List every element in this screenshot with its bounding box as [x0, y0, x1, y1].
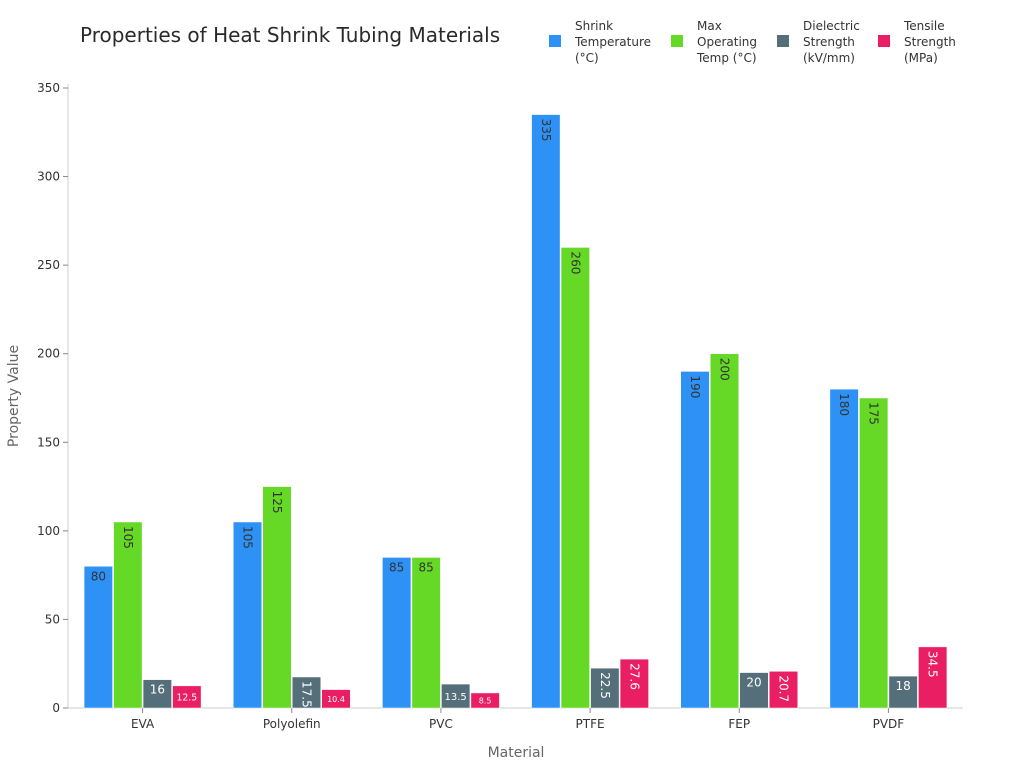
legend-label: Temperature: [574, 35, 651, 49]
bar: [411, 557, 441, 709]
data-label: 27.6: [627, 663, 641, 690]
bar: [441, 683, 471, 709]
bar: [83, 566, 113, 709]
data-label: 200: [718, 358, 732, 381]
bar: [233, 521, 262, 709]
data-label: 190: [688, 375, 702, 398]
legend-label: Strength: [904, 35, 956, 49]
legend-label: Strength: [803, 35, 855, 49]
data-label: 34.5: [926, 651, 940, 678]
legend-label: Temp (°C): [696, 51, 757, 65]
y-tick-label: 0: [52, 701, 60, 715]
data-label: 125: [270, 491, 284, 514]
legend: Shrink Temperature (°C) Max Operating Temp (°…: [549, 19, 956, 65]
legend-swatch: [777, 35, 789, 47]
y-tick-label: 100: [37, 524, 60, 538]
data-label: 85: [419, 560, 434, 574]
data-label: 16: [150, 683, 165, 697]
y-tick-label: 350: [37, 81, 60, 95]
data-label: 8.5: [479, 696, 492, 705]
legend-swatch: [671, 35, 683, 47]
bar: [888, 675, 918, 709]
data-label: 105: [241, 526, 255, 549]
bar: [739, 672, 769, 709]
data-label: 175: [867, 402, 881, 425]
y-tick-label: 50: [45, 612, 60, 626]
bar: [382, 557, 412, 709]
bars: 80 105 16 12.5 105 125 17.5 10.4 85 85 13.5 8.5 335 2…: [83, 114, 948, 709]
data-label: 180: [837, 393, 851, 416]
bar: [680, 371, 710, 709]
legend-label: (MPa): [904, 51, 938, 65]
bar: [142, 679, 172, 709]
legend-label: Tensile: [903, 19, 945, 33]
bar: [710, 353, 739, 709]
axes: 0 50 100 150 200 250 300 350 EVA Polyolefin PVC PTF…: [37, 81, 963, 731]
bar: [172, 685, 202, 709]
legend-label: Dielectric: [803, 19, 860, 33]
bar: [769, 671, 798, 709]
data-label: 13.5: [445, 692, 467, 703]
bar: [262, 486, 292, 709]
bar: [560, 247, 590, 709]
y-tick-label: 150: [37, 435, 60, 449]
legend-label: Shrink: [575, 19, 613, 33]
data-label: 18: [896, 679, 911, 693]
x-tick-label: PTFE: [576, 717, 605, 731]
x-tick-label: FEP: [728, 717, 750, 731]
y-tick-label: 300: [37, 170, 60, 184]
legend-swatch: [878, 35, 890, 47]
bar: [113, 521, 143, 709]
bar: [470, 692, 500, 709]
bar: [619, 658, 649, 709]
legend-swatch: [549, 35, 561, 47]
y-tick-label: 200: [37, 347, 60, 361]
legend-label: (°C): [575, 51, 599, 65]
legend-label: Max: [697, 19, 722, 33]
bar: [321, 689, 351, 709]
data-label: 12.5: [176, 693, 197, 704]
x-tick-label: EVA: [131, 717, 155, 731]
bar: [829, 388, 859, 709]
data-label: 335: [539, 119, 553, 142]
bar: [590, 667, 620, 709]
bar: [292, 676, 321, 709]
bar: [531, 114, 561, 709]
chart-title: Properties of Heat Shrink Tubing Materia…: [80, 23, 500, 47]
x-tick-label: PVDF: [873, 717, 905, 731]
y-tick-label: 250: [37, 258, 60, 272]
data-label: 85: [389, 560, 404, 574]
data-label: 105: [121, 526, 135, 549]
legend-label: Operating: [697, 35, 757, 49]
data-label: 22.5: [598, 672, 612, 699]
legend-label: (kV/mm): [803, 51, 855, 65]
bar: [859, 397, 889, 709]
data-label: 20: [746, 676, 761, 690]
bar: [918, 646, 948, 709]
x-axis-label: Material: [488, 745, 545, 761]
data-label: 260: [568, 251, 582, 274]
x-tick-label: Polyolefin: [263, 717, 321, 731]
data-label: 10.4: [327, 695, 345, 704]
y-axis-label: Property Value: [6, 345, 22, 447]
data-label: 17.5: [300, 681, 314, 708]
data-label: 80: [91, 569, 106, 583]
data-label: 20.7: [777, 675, 791, 702]
x-tick-label: PVC: [429, 717, 453, 731]
